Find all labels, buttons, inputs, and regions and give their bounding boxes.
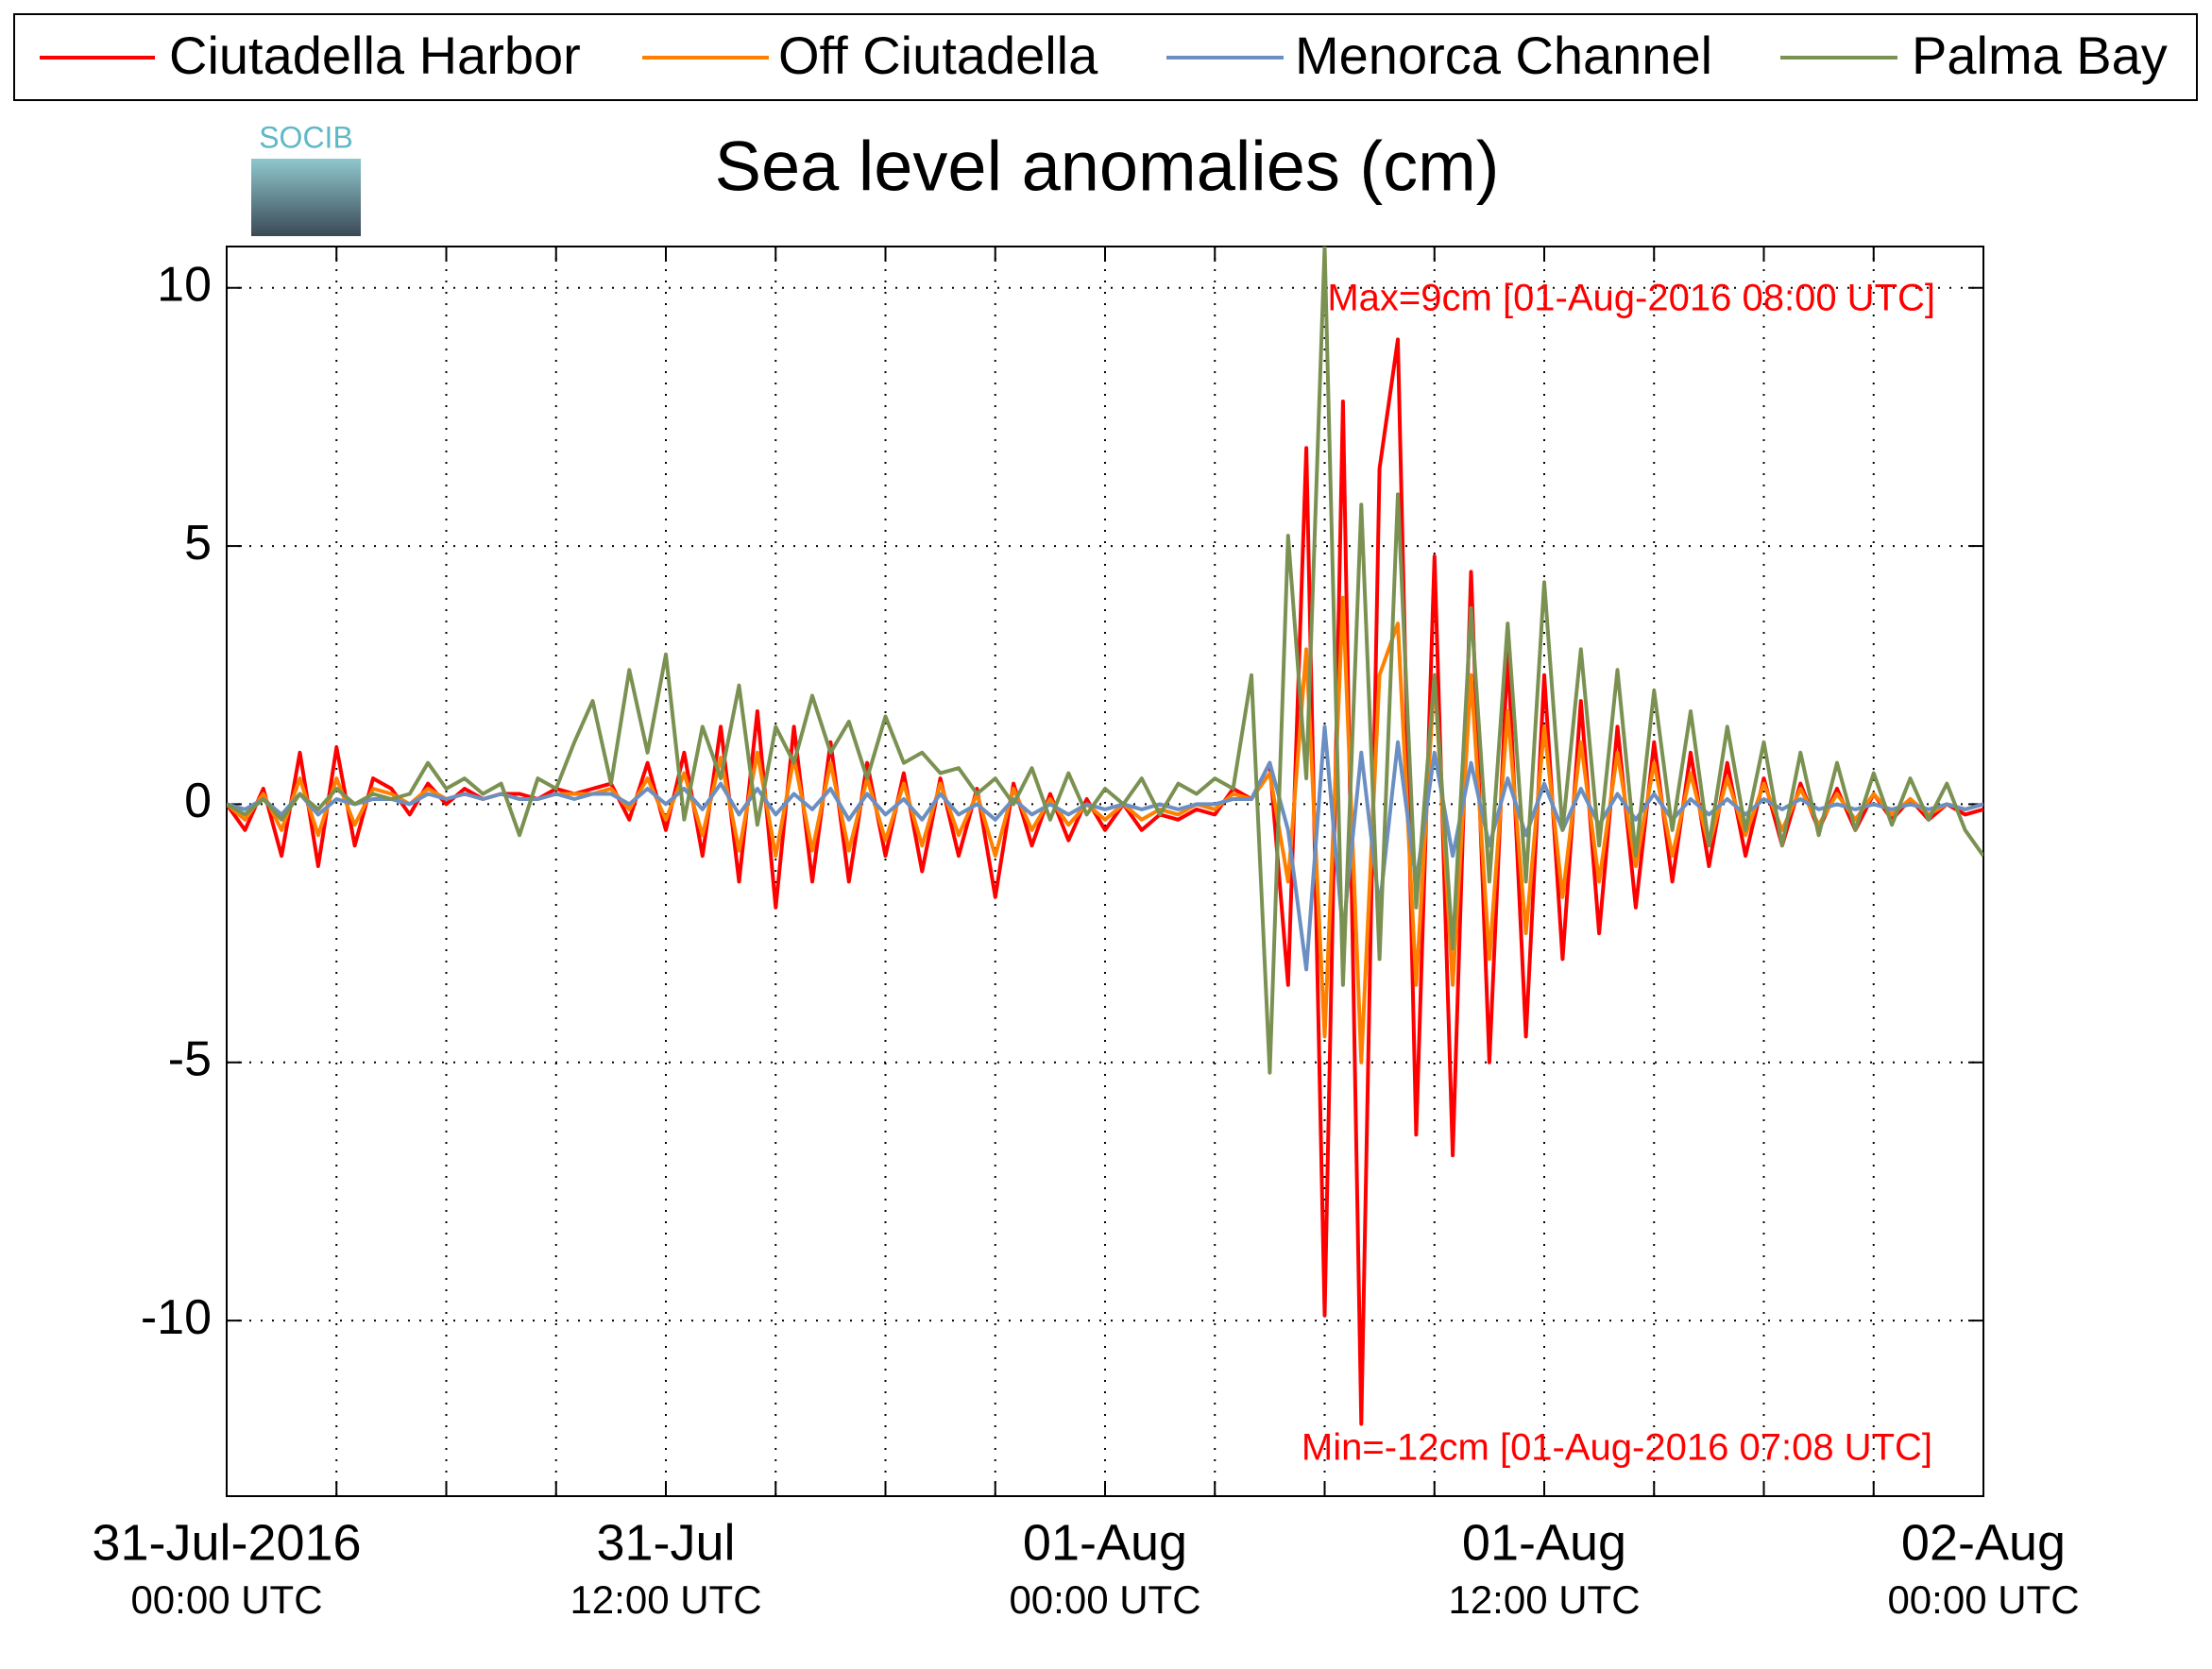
y-tick-label: 0 <box>184 774 212 828</box>
annotation: Max=9cm [01-Aug-2016 08:00 UTC] <box>1327 278 1935 319</box>
legend-label: Off Ciutadella <box>778 26 1098 85</box>
plot-lines <box>227 247 1983 1426</box>
y-tick-label: 5 <box>184 516 212 571</box>
series-line <box>227 724 1983 972</box>
legend-label: Menorca Channel <box>1295 26 1712 85</box>
x-tick-sublabel: 12:00 UTC <box>1448 1577 1640 1622</box>
legend-label: Palma Bay <box>1912 26 2168 85</box>
annotation: Min=-12cm [01-Aug-2016 07:08 UTC] <box>1302 1427 1932 1469</box>
x-tick-label: 01-Aug <box>1023 1514 1187 1571</box>
logo-wave <box>251 159 361 236</box>
legend-label: Ciutadella Harbor <box>169 26 581 85</box>
series-line <box>227 337 1983 1426</box>
x-tick-label: 01-Aug <box>1462 1514 1626 1571</box>
x-tick-label: 31-Jul <box>596 1514 735 1571</box>
y-tick-label: 10 <box>157 257 212 312</box>
logo: SOCIB <box>251 120 361 236</box>
x-tick-sublabel: 00:00 UTC <box>1887 1577 2079 1622</box>
x-tick-sublabel: 12:00 UTC <box>570 1577 761 1622</box>
y-tick-label: -5 <box>168 1032 212 1087</box>
x-tick-label: 02-Aug <box>1901 1514 2066 1571</box>
x-tick-sublabel: 00:00 UTC <box>1009 1577 1200 1622</box>
x-tick-sublabel: 00:00 UTC <box>130 1577 322 1622</box>
chart-title: Sea level anomalies (cm) <box>715 128 1500 206</box>
series-line <box>227 247 1983 1075</box>
y-tick-label: -10 <box>141 1290 212 1345</box>
logo-text: SOCIB <box>259 120 353 154</box>
x-tick-label: 31-Jul-2016 <box>92 1514 361 1571</box>
